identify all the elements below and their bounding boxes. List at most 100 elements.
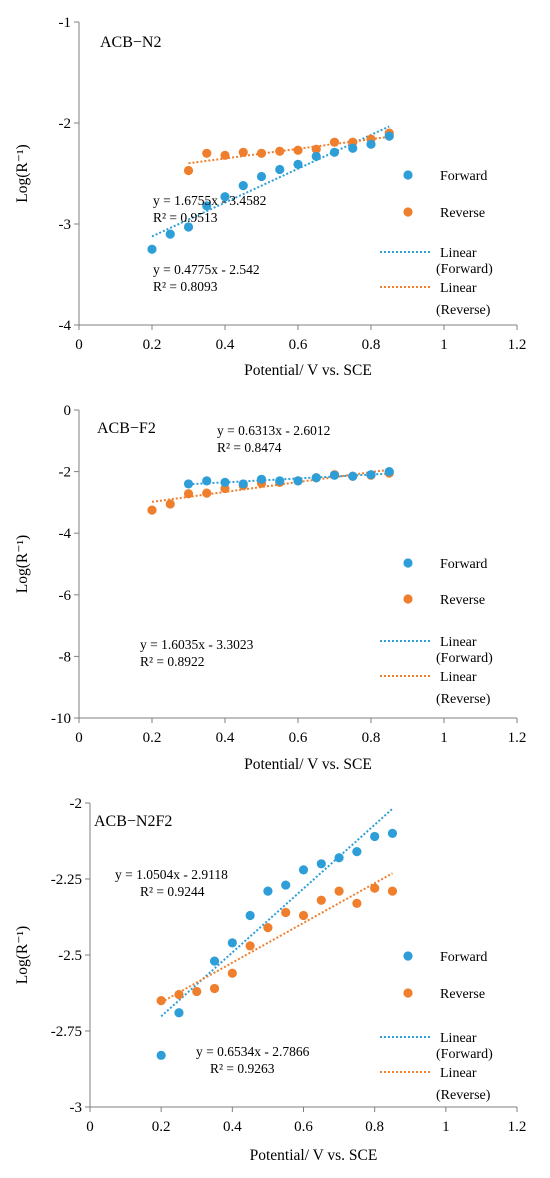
forward-point [281, 880, 291, 890]
panel-title: ACB−F2 [97, 420, 156, 437]
trendline-reverse [160, 872, 393, 1004]
reverse-point [329, 137, 340, 147]
reverse-point [311, 144, 321, 154]
x-tick-label: 0.4 [216, 730, 235, 746]
trendline-equation: y = 0.4775x - 2.542 [153, 262, 260, 277]
forward-point [366, 470, 376, 480]
forward-point [293, 476, 303, 486]
legend-label-linear-forward: Linear [440, 635, 477, 650]
y-tick-label: -2.5 [58, 948, 82, 964]
trendline-equation: y = 0.6313x - 2.6012 [217, 423, 330, 438]
x-tick-label: 0.2 [143, 337, 162, 353]
x-axis-title: Potential/ V vs. SCE [244, 756, 372, 773]
forward-point [275, 164, 285, 175]
legend-marker-forward [403, 951, 413, 961]
x-tick-label: 1 [440, 337, 448, 353]
legend-label-forward: Forward [440, 950, 487, 965]
forward-point [329, 147, 340, 157]
x-tick-label: 0 [86, 1119, 94, 1135]
legend-label-linear-forward-sub: (Forward) [436, 651, 493, 666]
reverse-point [202, 488, 212, 498]
x-tick-label: 0.4 [216, 337, 235, 353]
legend-label-linear-reverse-sub: (Reverse) [436, 303, 491, 318]
legend-label-linear-reverse: Linear [440, 281, 477, 296]
forward-point [174, 1008, 184, 1018]
trendline-r2: R² = 0.9263 [210, 1061, 275, 1076]
reverse-point [165, 499, 175, 509]
trendline-r2: R² = 0.9244 [140, 884, 205, 899]
y-tick-label: -3 [70, 1100, 83, 1116]
reverse-point [202, 148, 212, 158]
y-tick-label: -3 [59, 217, 72, 233]
legend-label-reverse: Reverse [440, 206, 485, 221]
forward-point [311, 473, 321, 483]
forward-point [238, 479, 248, 489]
legend-label-linear-forward-sub: (Forward) [436, 1047, 493, 1062]
x-tick-label: 1.2 [508, 730, 527, 746]
x-tick-label: 1 [440, 730, 448, 746]
x-tick-label: 0 [75, 337, 83, 353]
chart-panel-2: 0 0.2 0.4 0.6 0.8 1 1.2 0 -2 -4 -6 -8 -10 Potential/ … [14, 403, 526, 773]
panel-title: ACB−N2 [100, 34, 161, 51]
forward-point [263, 886, 273, 896]
y-tick-label: -2 [70, 796, 83, 812]
trendline-forward [160, 808, 394, 1018]
forward-point [311, 151, 321, 161]
forward-point [202, 476, 212, 486]
reverse-point [174, 989, 184, 1000]
forward-point [275, 476, 285, 486]
reverse-point [387, 886, 398, 896]
forward-point [352, 847, 362, 857]
reverse-point [192, 986, 202, 997]
legend-label-forward: Forward [440, 169, 487, 184]
x-tick-label: 1.2 [508, 337, 527, 353]
reverse-point [316, 895, 326, 905]
reverse-point [227, 968, 237, 978]
reverse-point [147, 505, 157, 515]
forward-point [298, 865, 309, 875]
x-tick-label: 0.6 [289, 730, 308, 746]
forward-point [165, 229, 175, 239]
y-tick-label: -4 [59, 526, 72, 542]
x-tick-label: 0.6 [294, 1119, 313, 1135]
trendline-equation: y = 1.6755x - 3.4582 [153, 193, 266, 208]
reverse-point [209, 983, 220, 994]
x-tick-label: 0.8 [362, 337, 381, 353]
forward-point [387, 828, 398, 839]
forward-point [370, 831, 380, 842]
reverse-point [263, 923, 273, 933]
reverse-point [183, 165, 194, 176]
trendline-reverse [188, 135, 390, 165]
x-tick-label: 0.8 [365, 1119, 384, 1135]
y-tick-label: -2 [59, 465, 72, 481]
forward-point [209, 956, 220, 966]
trendline-r2: R² = 0.9513 [153, 210, 218, 225]
forward-point [316, 859, 326, 869]
trendline-forward [188, 472, 390, 486]
chart-panel-3: 0 0.2 0.4 0.6 0.8 1 1.2 -2 -2.25 -2.5 -2.75 -3 Poten… [14, 796, 526, 1164]
legend-marker-reverse [403, 207, 413, 217]
trendline-r2: R² = 0.8474 [217, 440, 282, 455]
reverse-point [183, 489, 194, 499]
y-tick-label: -1 [59, 15, 72, 31]
forward-point [220, 192, 230, 202]
forward-point [334, 853, 344, 863]
reverse-point [256, 148, 267, 158]
y-tick-label: -6 [59, 588, 72, 604]
legend-marker-forward [403, 558, 413, 568]
forward-point [348, 471, 358, 481]
forward-point [384, 467, 394, 477]
reverse-point [298, 910, 309, 921]
x-tick-label: 1 [442, 1119, 450, 1135]
x-tick-label: 0.2 [152, 1119, 171, 1135]
legend-label-linear-reverse: Linear [440, 1066, 477, 1081]
x-tick-label: 0.4 [223, 1119, 242, 1135]
forward-point [156, 1050, 166, 1060]
trendline-equation: y = 1.6035x - 3.3023 [140, 637, 254, 652]
legend-label-linear-forward-sub: (Forward) [436, 262, 493, 277]
x-tick-label: 0.8 [362, 730, 381, 746]
forward-point [256, 474, 267, 484]
y-tick-label: -8 [59, 649, 72, 665]
y-axis-title: Log(R⁻¹) [14, 535, 31, 593]
